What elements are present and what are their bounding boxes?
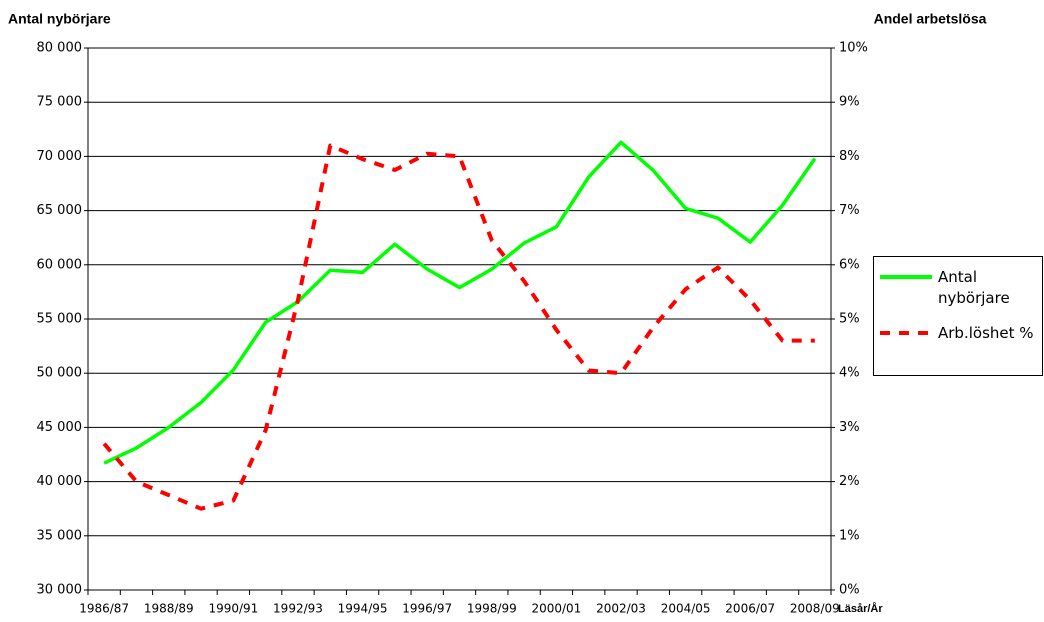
y-tick-label: 45 000 — [37, 420, 83, 435]
y2-tick-label: 8% — [839, 149, 860, 164]
series-line — [102, 143, 815, 511]
x-tick-label: 1986/87 — [79, 602, 129, 616]
series-line — [103, 140, 817, 465]
legend-swatch — [880, 275, 932, 279]
x-tick-label: 2008/09 — [790, 602, 840, 616]
y2-tick-label: 9% — [839, 95, 860, 110]
y2-tick-label: 1% — [839, 528, 860, 543]
y2-tick-label: 10% — [839, 41, 868, 56]
y2-tick-label: 2% — [839, 474, 860, 489]
y2-tick-label: 7% — [839, 203, 860, 218]
x-tick-label: 1994/95 — [338, 602, 388, 616]
x-tick-label: 2000/01 — [531, 602, 581, 616]
y-tick-label: 50 000 — [37, 366, 83, 381]
legend-swatch — [880, 331, 932, 335]
y2-axis-title: Andel arbetslösa — [874, 11, 987, 27]
y-axis-title: Antal nybörjare — [8, 11, 111, 27]
x-tick-label: 1996/97 — [402, 602, 452, 616]
y-tick-label: 35 000 — [37, 528, 83, 543]
y2-tick-label: 6% — [839, 257, 860, 272]
y2-tick-label: 5% — [839, 312, 860, 327]
x-tick-label: 1998/99 — [467, 602, 517, 616]
x-tick-label: 2004/05 — [661, 602, 711, 616]
y-tick-label: 75 000 — [37, 95, 83, 110]
x-axis-title: Läsår/År — [838, 602, 883, 615]
y-tick-label: 60 000 — [37, 257, 83, 272]
y-tick-label: 40 000 — [37, 474, 83, 489]
y-tick-label: 55 000 — [37, 312, 83, 327]
legend-label: Antal nybörjare — [938, 268, 1010, 307]
y2-tick-label: 0% — [839, 583, 860, 598]
y2-tick-label: 3% — [839, 420, 860, 435]
y-tick-label: 80 000 — [37, 41, 83, 56]
x-tick-label: 2002/03 — [596, 602, 646, 616]
x-tick-label: 1990/91 — [208, 602, 258, 616]
legend: Antal nybörjare Arb.löshet % — [873, 256, 1043, 376]
y-tick-label: 70 000 — [37, 149, 83, 164]
y2-tick-label: 4% — [839, 366, 860, 381]
x-tick-label: 1992/93 — [273, 602, 323, 616]
x-tick-label: 2006/07 — [725, 602, 775, 616]
legend-label: Arb.löshet % — [938, 324, 1034, 342]
x-tick-label: 1988/89 — [144, 602, 194, 616]
y-tick-label: 65 000 — [37, 203, 83, 218]
y-tick-label: 30 000 — [37, 583, 83, 598]
